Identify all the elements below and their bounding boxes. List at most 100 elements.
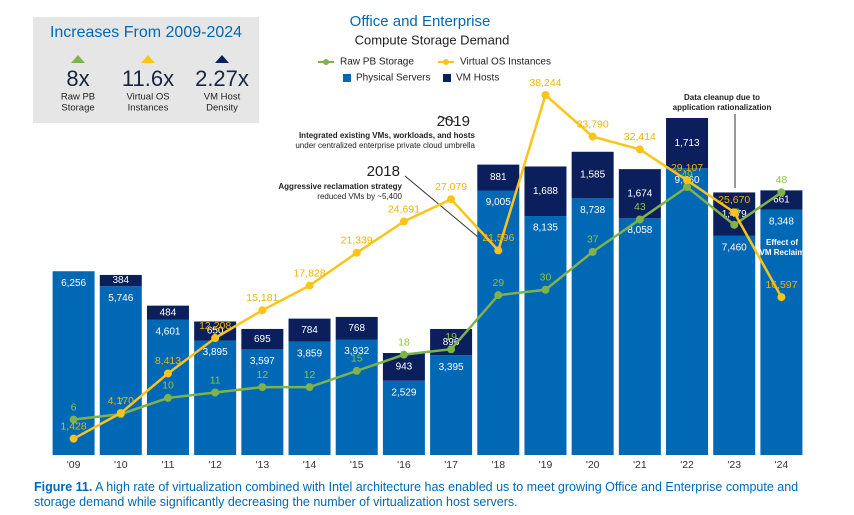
line-point bbox=[211, 388, 220, 397]
x-tick-label: '21 bbox=[633, 459, 647, 471]
line-value-label: 29,107 bbox=[671, 162, 703, 174]
bar-value-label: 7,460 bbox=[722, 243, 747, 254]
line-value-label: 12 bbox=[304, 369, 316, 381]
bar-value-label: 1,713 bbox=[675, 138, 700, 149]
bar-value-label: 3,932 bbox=[344, 346, 369, 357]
legend-label: Physical Servers bbox=[356, 73, 430, 84]
bar bbox=[288, 318, 331, 342]
bar-value-label: 896 bbox=[443, 337, 460, 348]
line-value-label: 15,181 bbox=[246, 292, 278, 304]
line-value-label: 1,428 bbox=[60, 420, 86, 432]
line-value-label: 33,790 bbox=[577, 118, 609, 130]
bar-value-label: 4,601 bbox=[155, 326, 180, 337]
bar bbox=[194, 321, 237, 341]
bar-value-label: 9,005 bbox=[486, 197, 511, 208]
line-point bbox=[447, 345, 456, 354]
line-value-label: 8,413 bbox=[155, 355, 181, 367]
inset-label: Instances bbox=[128, 103, 169, 114]
x-tick-label: '17 bbox=[444, 459, 458, 471]
bar-value-label: 695 bbox=[254, 334, 271, 345]
chart-subtitle: Compute Storage Demand bbox=[355, 32, 510, 47]
bar-value-label: 784 bbox=[301, 325, 318, 336]
line-value-label: 7 bbox=[118, 396, 124, 408]
annotation-text: Data cleanup due to bbox=[684, 93, 760, 102]
line-point bbox=[541, 91, 550, 99]
bar-value-label: 3,895 bbox=[203, 347, 228, 358]
annotation-text: Effect of bbox=[766, 238, 798, 247]
bar bbox=[146, 319, 189, 455]
caption-text: A high rate of virtualization combined w… bbox=[34, 480, 799, 509]
bar-value-label: 1,688 bbox=[533, 186, 558, 197]
bar bbox=[477, 164, 520, 191]
annotation-text: Integrated existing VMs, workloads, and … bbox=[299, 131, 476, 140]
line-point bbox=[447, 195, 456, 204]
bar bbox=[288, 341, 331, 455]
line-value-label: 10 bbox=[162, 380, 174, 392]
bar-value-label: 3,597 bbox=[250, 356, 275, 367]
line-value-label: 37 bbox=[587, 234, 599, 246]
line bbox=[73, 185, 783, 421]
annotation-text: VM Reclaim bbox=[760, 248, 805, 257]
line-value-label: 18 bbox=[398, 336, 410, 348]
bar bbox=[241, 349, 284, 455]
bar-value-label: 3,395 bbox=[439, 362, 464, 373]
line-value-label: 16,597 bbox=[765, 279, 797, 291]
line-point bbox=[163, 393, 172, 402]
x-tick-label: '24 bbox=[775, 459, 789, 471]
line-point bbox=[541, 285, 550, 294]
line-value-label: 6 bbox=[71, 401, 77, 413]
annotation-heading: 2018 bbox=[367, 163, 400, 180]
annotation-text: application rationalization bbox=[673, 103, 772, 112]
line-value-label: 12,208 bbox=[199, 320, 231, 332]
line-point bbox=[258, 306, 267, 315]
chart-title: Office and Enterprise bbox=[350, 13, 491, 30]
legend-marker bbox=[443, 59, 449, 65]
line-value-label: 19 bbox=[445, 331, 457, 343]
bar bbox=[571, 151, 614, 199]
bar-value-label: 8,058 bbox=[627, 225, 652, 236]
bar bbox=[430, 355, 473, 455]
bar bbox=[241, 328, 284, 350]
x-tick-label: '12 bbox=[208, 459, 222, 471]
line-point bbox=[305, 383, 314, 392]
x-tick-label: '23 bbox=[727, 459, 741, 471]
bar bbox=[477, 190, 520, 455]
line-point bbox=[116, 409, 125, 418]
line-point bbox=[683, 183, 692, 191]
inset-label: Raw PB bbox=[61, 92, 95, 103]
line-point bbox=[494, 246, 503, 255]
line-value-label: 32,414 bbox=[624, 131, 656, 143]
legend-label: Raw PB Storage bbox=[340, 57, 414, 68]
bar-value-label: 943 bbox=[396, 362, 413, 373]
bar bbox=[382, 380, 425, 455]
x-tick-label: '11 bbox=[162, 459, 175, 471]
caption-label: Figure 11. bbox=[34, 480, 93, 494]
line-value-label: 43 bbox=[634, 201, 646, 213]
line-point bbox=[258, 383, 267, 392]
inset-label: Storage bbox=[61, 103, 94, 114]
leader bbox=[438, 115, 456, 123]
inset-label: Virtual OS bbox=[126, 92, 169, 103]
line-value-label: 24,691 bbox=[388, 203, 420, 215]
annotation-text: under centralized enterprise private clo… bbox=[295, 141, 475, 150]
x-tick-label: '19 bbox=[539, 459, 553, 471]
line-value-label: 29 bbox=[492, 277, 504, 289]
line-point bbox=[399, 217, 408, 226]
inset-value: 11.6x bbox=[122, 66, 174, 91]
bar bbox=[666, 168, 709, 456]
bar-value-label: 8,738 bbox=[580, 205, 605, 216]
line-value-label: 30 bbox=[540, 272, 552, 284]
legend-marker bbox=[443, 74, 451, 82]
inset-marker bbox=[215, 55, 229, 63]
bar bbox=[713, 235, 756, 455]
bar bbox=[760, 209, 803, 455]
bar-value-label: 650 bbox=[207, 326, 224, 337]
bar-value-label: 484 bbox=[160, 307, 177, 318]
legend-marker bbox=[343, 74, 351, 82]
line-point bbox=[635, 145, 644, 154]
bar bbox=[760, 190, 803, 210]
bar bbox=[335, 316, 378, 340]
line-value-label: 49 bbox=[681, 169, 693, 181]
inset-marker bbox=[71, 55, 85, 63]
bar bbox=[618, 218, 661, 455]
